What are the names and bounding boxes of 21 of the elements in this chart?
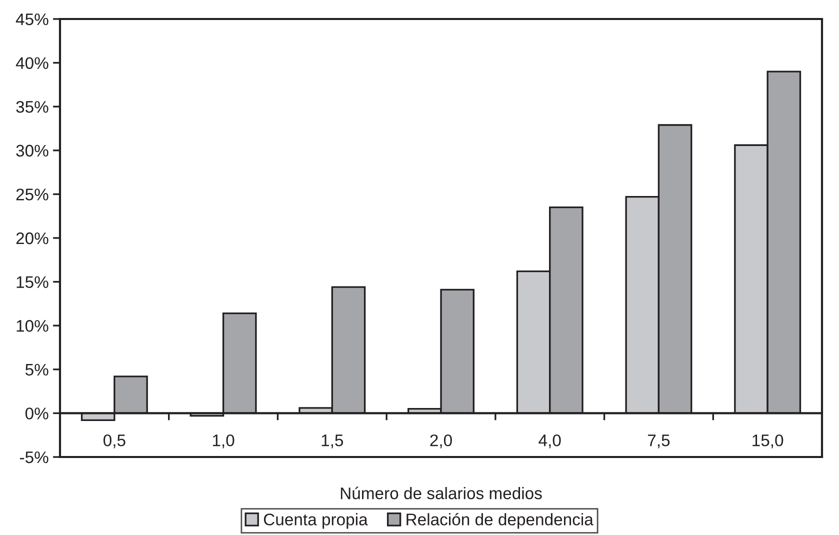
x-tick-label: 1,5 [322, 434, 344, 448]
x-tick-label: 1,0 [212, 434, 234, 448]
x-tick-label: 7,5 [648, 434, 670, 448]
legend-label: Cuenta propia [264, 513, 368, 529]
legend-label: Relación de dependencia [406, 512, 594, 529]
y-tick-label: 10% [16, 320, 48, 332]
y-tick-label: 5% [25, 364, 48, 376]
x-axis-title: Número de salarios medios [340, 486, 542, 500]
y-tick-label: 15% [16, 276, 48, 288]
y-tick-label: 40% [16, 57, 48, 70]
x-tick-label: 4,0 [538, 434, 561, 448]
y-tick-label: 20% [16, 232, 48, 244]
y-tick-label: 30% [16, 144, 48, 157]
y-tick-label: 45% [16, 13, 48, 26]
y-tick-label: -5% [20, 451, 48, 464]
x-tick-label: 0,5 [103, 434, 126, 448]
y-tick-label: 35% [16, 101, 48, 113]
y-tick-label: 25% [16, 188, 48, 200]
y-tick-label: 0% [25, 408, 48, 420]
x-tick-label: 2,0 [430, 434, 452, 448]
x-tick-label: 15,0 [752, 434, 784, 448]
